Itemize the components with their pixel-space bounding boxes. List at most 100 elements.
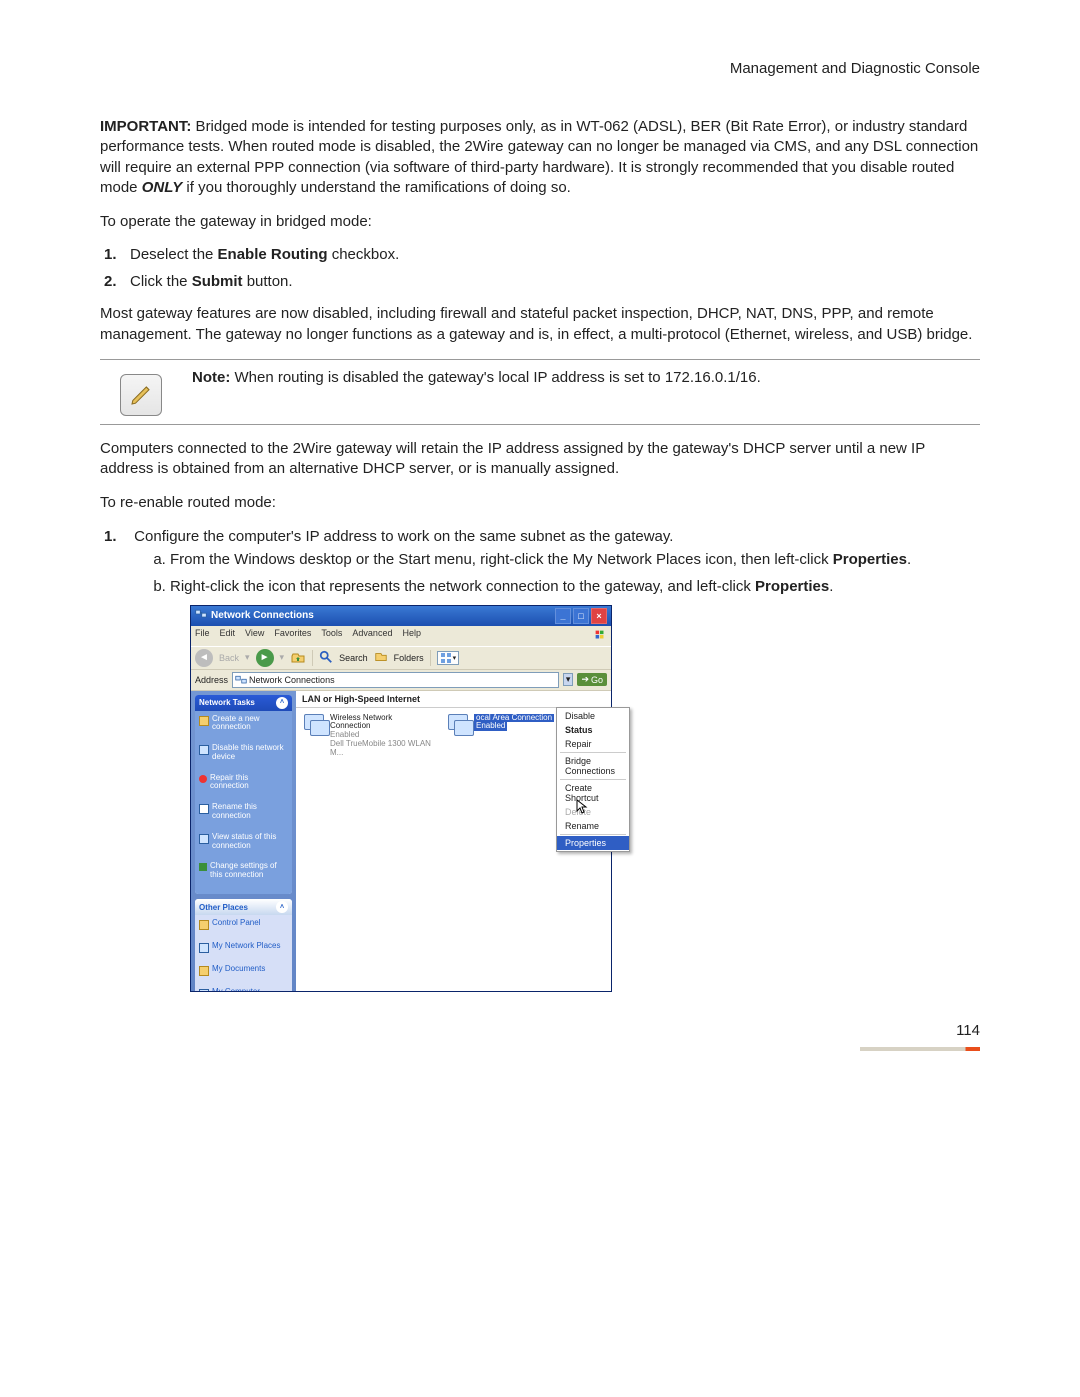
step1-text-c: checkbox.: [328, 246, 400, 263]
wireless-icon: [304, 714, 326, 736]
back-label: Back: [219, 653, 239, 663]
sub-steps: From the Windows desktop or the Start me…: [130, 551, 980, 595]
address-network-icon: [235, 674, 247, 686]
back-chevron-icon[interactable]: ▾: [245, 652, 250, 663]
go-arrow-icon: ➔: [581, 674, 589, 685]
substep-b-dot: .: [829, 578, 833, 595]
menu-help[interactable]: Help: [402, 628, 421, 644]
menu-file[interactable]: File: [195, 628, 210, 644]
xp-menubar: File Edit View Favorites Tools Advanced …: [191, 626, 611, 646]
xp-title-text: Network Connections: [211, 610, 314, 621]
address-dropdown-icon[interactable]: ▾: [563, 673, 574, 686]
address-value: Network Connections: [249, 675, 335, 685]
search-label[interactable]: Search: [339, 653, 368, 663]
substep-b: Right-click the icon that represents the…: [170, 578, 980, 595]
mydocs-icon: [199, 966, 209, 976]
address-label: Address: [195, 675, 228, 685]
place-my-computer[interactable]: My Computer: [199, 987, 288, 990]
note-body: When routing is disabled the gateway's l…: [230, 369, 760, 386]
xp-sidebar: Network Tasks˄ Create a new connection D…: [191, 691, 296, 991]
xp-toolbar: ◄ Back ▾ ► ▾ Search Fold: [191, 646, 611, 670]
wireless-device: Dell TrueMobile 1300 WLAN M...: [330, 740, 434, 758]
task-item-rename[interactable]: Rename this connection: [199, 802, 288, 822]
xp-titlebar[interactable]: Network Connections _ □ ×: [191, 606, 611, 626]
back-button[interactable]: ◄: [195, 649, 213, 667]
connection-wireless[interactable]: Wireless Network Connection Enabled Dell…: [304, 714, 434, 758]
network-icon: [195, 608, 207, 623]
minimize-button[interactable]: _: [555, 608, 571, 624]
step2-text-c: button.: [243, 273, 293, 290]
chevron-up-icon[interactable]: ˄: [276, 901, 288, 913]
sidebar-other-places: Other Places ˄ Control Panel My Network P…: [195, 899, 292, 990]
note-lead: Note:: [192, 369, 230, 386]
ctx-properties[interactable]: Properties: [557, 836, 629, 850]
substep-a-bold: Properties: [833, 551, 907, 568]
step1-text-a: Deselect the: [130, 246, 218, 263]
ctx-shortcut[interactable]: Create Shortcut: [557, 781, 629, 805]
task-item-create[interactable]: Create a new connection: [199, 714, 288, 734]
place-control-panel[interactable]: Control Panel: [199, 918, 288, 931]
steps-reenable: 1. Configure the computer's IP address t…: [100, 528, 980, 992]
cursor-icon: [576, 799, 588, 817]
ctx-repair[interactable]: Repair: [557, 737, 629, 751]
status-icon: [199, 834, 209, 844]
maximize-button[interactable]: □: [573, 608, 589, 624]
menu-advanced[interactable]: Advanced: [352, 628, 392, 644]
steps-bridged: 1. Deselect the Enable Routing checkbox.…: [100, 246, 980, 290]
address-input[interactable]: Network Connections: [232, 672, 559, 688]
important-lead: IMPORTANT:: [100, 118, 191, 135]
ctx-rename[interactable]: Rename: [557, 819, 629, 833]
task-item-repair[interactable]: Repair this connection: [199, 773, 288, 793]
step-reenable-1: 1. Configure the computer's IP address t…: [130, 528, 980, 992]
ctx-status[interactable]: Status: [557, 723, 629, 737]
rename-icon: [199, 804, 209, 814]
connection-lan[interactable]: ocal Area Connection Enabled: [448, 714, 554, 736]
category-header: LAN or High-Speed Internet: [296, 691, 611, 708]
repair-icon: [199, 775, 207, 783]
step2-text-a: Click the: [130, 273, 192, 290]
go-label: Go: [591, 675, 603, 685]
step-2: 2. Click the Submit button.: [130, 273, 980, 290]
ctx-disable[interactable]: Disable: [557, 709, 629, 723]
netplaces-icon: [199, 943, 209, 953]
mycomp-icon: [199, 989, 209, 990]
place-my-documents[interactable]: My Documents: [199, 964, 288, 977]
substep-b-bold: Properties: [755, 578, 829, 595]
menu-favorites[interactable]: Favorites: [274, 628, 311, 644]
place-network-places[interactable]: My Network Places: [199, 941, 288, 954]
page-header: Management and Diagnostic Console: [100, 60, 980, 77]
menu-edit[interactable]: Edit: [220, 628, 236, 644]
substep-a-dot: .: [907, 551, 911, 568]
settings-icon: [199, 863, 207, 871]
important-only: ONLY: [142, 179, 183, 196]
sidebar-network-tasks: Network Tasks˄ Create a new connection D…: [195, 695, 292, 895]
chevron-up-icon[interactable]: ˄: [276, 697, 288, 709]
folders-label[interactable]: Folders: [394, 653, 424, 663]
xp-addressbar: Address Network Connections ▾ ➔Go: [191, 670, 611, 691]
places-head: Other Places: [199, 903, 248, 912]
ctx-bridge[interactable]: Bridge Connections: [557, 754, 629, 778]
lan-status-selected: Enabled: [474, 722, 507, 731]
menu-tools[interactable]: Tools: [321, 628, 342, 644]
paragraph-operate-intro: To operate the gateway in bridged mode:: [100, 212, 980, 232]
step1-bold: Enable Routing: [218, 246, 328, 263]
substep-a-text: From the Windows desktop or the Start me…: [170, 551, 833, 568]
folders-icon[interactable]: [374, 650, 388, 666]
forward-button[interactable]: ►: [256, 649, 274, 667]
close-button[interactable]: ×: [591, 608, 607, 624]
views-button[interactable]: ▾: [437, 651, 460, 665]
task-item-status[interactable]: View status of this connection: [199, 832, 288, 852]
page-number: 114: [100, 1022, 980, 1039]
xp-window: Network Connections _ □ × File Edit View…: [190, 605, 612, 992]
menu-view[interactable]: View: [245, 628, 264, 644]
step-re1-text: Configure the computer's IP address to w…: [134, 528, 673, 545]
cpanel-icon: [199, 920, 209, 930]
task-item-settings[interactable]: Change settings of this connection: [199, 861, 288, 881]
go-button[interactable]: ➔Go: [577, 673, 607, 686]
footer-accent-bar: [860, 1047, 980, 1051]
up-button[interactable]: [290, 650, 306, 666]
fwd-chevron-icon[interactable]: ▾: [280, 652, 285, 663]
pencil-icon: [120, 374, 162, 416]
task-item-disable[interactable]: Disable this network device: [199, 743, 288, 763]
search-icon[interactable]: [319, 650, 333, 666]
